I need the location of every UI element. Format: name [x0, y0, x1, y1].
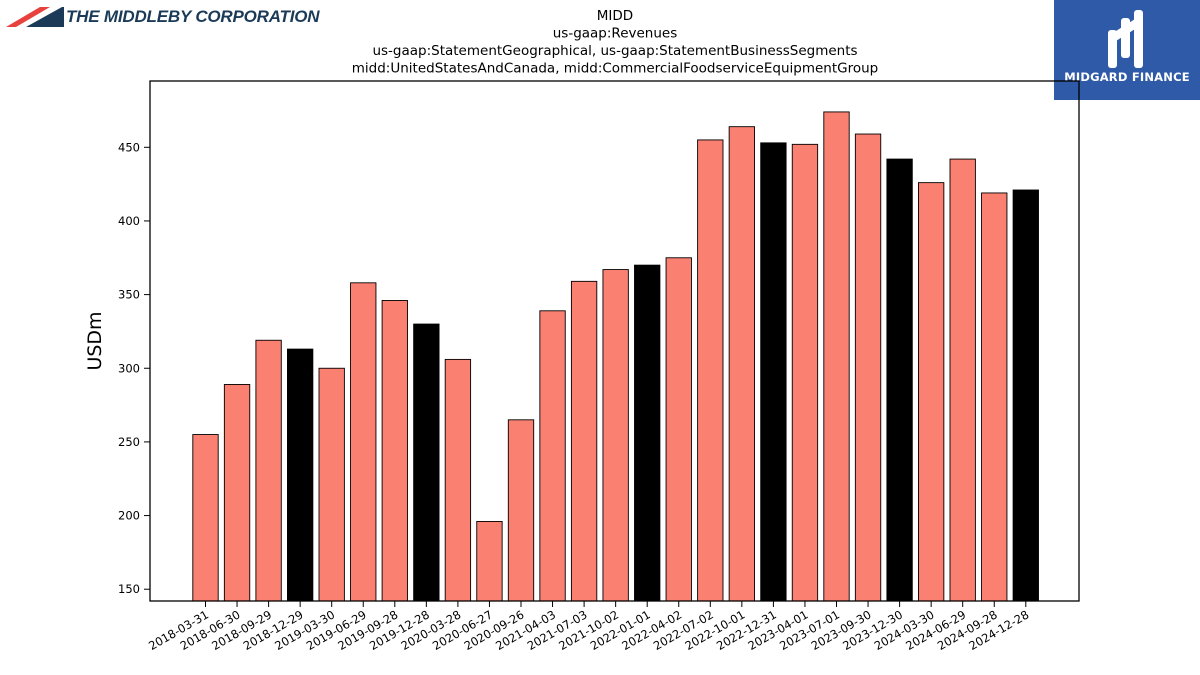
bar-2020-09-26 — [507, 419, 535, 602]
y-tick-label: 200 — [118, 509, 140, 523]
bar-2023-12-30 — [886, 158, 913, 602]
bar-2024-12-28 — [1012, 189, 1039, 602]
middleby-logo-mark-icon — [6, 7, 64, 27]
y-tick-label: 450 — [118, 140, 140, 154]
x-axis: 2018-03-312018-06-302018-09-292018-12-29… — [146, 601, 1031, 653]
y-tick-label: 350 — [118, 288, 140, 302]
plot-frame — [149, 80, 1080, 602]
bar-2022-04-02 — [665, 257, 692, 602]
middleby-logo-text: THE MIDDLEBY CORPORATION — [66, 7, 320, 26]
bar-2018-12-29 — [287, 348, 314, 602]
bar-2022-01-01 — [634, 264, 661, 602]
bar-2019-09-28 — [381, 300, 408, 602]
y-tick-label: 400 — [118, 214, 140, 228]
bar-2023-07-01 — [823, 111, 850, 602]
bar-2024-03-30 — [918, 182, 945, 602]
bar-2022-12-31 — [760, 142, 787, 602]
middleby-logo: THE MIDDLEBY CORPORATION — [6, 6, 320, 28]
chart-title-line: MIDD — [597, 8, 633, 24]
chart-title-line: us-gaap:StatementGeographical, us-gaap:S… — [372, 43, 857, 59]
bar-2023-09-30 — [854, 133, 882, 602]
bar-2018-03-31 — [192, 434, 219, 602]
midgard-finance-logo: MIDGARD FINANCE — [1054, 0, 1200, 100]
y-tick-label: 250 — [118, 435, 140, 449]
bar-2020-06-27 — [476, 521, 503, 602]
chart-title: MIDD us-gaap:Revenuesus-gaap:StatementGeo… — [352, 8, 878, 77]
midgard-logo-text: MIDGARD FINANCE — [1064, 70, 1190, 84]
bar-2019-03-30 — [318, 367, 345, 602]
chart-title-line: us-gaap:Revenues — [553, 26, 678, 42]
bar-2022-07-02 — [697, 139, 724, 602]
y-axis-label: USDm — [84, 311, 106, 370]
bar-2018-06-30 — [223, 384, 251, 602]
bar-2020-03-28 — [444, 358, 472, 602]
bar-2019-06-29 — [350, 282, 377, 602]
bars-group — [192, 111, 1039, 602]
bar-2019-12-28 — [413, 323, 440, 602]
bar-2021-10-02 — [602, 269, 629, 602]
y-axis: 150 200 250 300 350 400 450 — [118, 140, 150, 596]
midgard-logo-mark-icon — [1108, 10, 1143, 68]
bar-2018-09-29 — [255, 339, 282, 602]
bar-2024-09-28 — [981, 192, 1008, 602]
y-tick-label: 150 — [118, 582, 140, 596]
bar-2021-07-03 — [570, 280, 598, 602]
bar-2024-06-29 — [949, 158, 976, 602]
bar-2022-10-01 — [728, 126, 756, 602]
bar-2021-04-03 — [539, 310, 566, 602]
bar-2023-04-01 — [791, 143, 819, 602]
y-tick-label: 300 — [118, 361, 140, 375]
chart-title-line: midd:UnitedStatesAndCanada, midd:Commerc… — [352, 61, 878, 77]
